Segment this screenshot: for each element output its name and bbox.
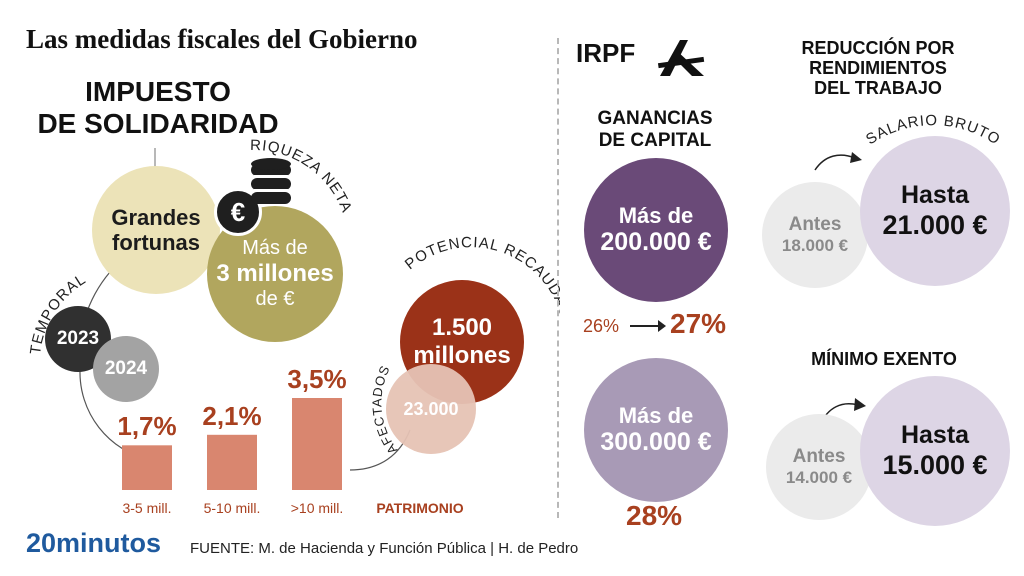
- bar-value-label-3: 3,5%: [287, 364, 347, 394]
- bar-category-label-1: 3-5 mill.: [122, 500, 172, 516]
- page-title: Las medidas fiscales del Gobierno: [26, 24, 418, 54]
- tramo2-line2: 300.000 €: [600, 428, 712, 457]
- recaudacion-line1: 1.500: [431, 314, 493, 342]
- bar-1: [122, 445, 172, 490]
- tramo1-before: 26%: [583, 316, 620, 336]
- minimo-hasta-circle: Hasta 15.000 €: [860, 376, 1010, 526]
- salario-bruto-arc: SALARIO BRUTO: [814, 112, 1002, 171]
- tramo2-line1: Más de: [618, 402, 694, 428]
- grandes-fortunas-line1: Grandes: [111, 204, 201, 230]
- section-divider: [557, 38, 559, 518]
- tramo1-line2: 200.000 €: [600, 228, 712, 257]
- coin-stack-icon: [251, 158, 291, 204]
- ganancias-line2: DE CAPITAL: [598, 130, 712, 151]
- ganancias-line1: GANANCIAS: [597, 108, 713, 129]
- reduccion-antes-label: Antes: [788, 214, 842, 236]
- reduccion-line2: RENDIMIENTOS: [809, 58, 947, 78]
- reduccion-line3: DEL TRABAJO: [814, 78, 942, 98]
- bar-value-label-2: 2,1%: [202, 400, 262, 431]
- tramo2-circle: Más de 300.000 €: [584, 358, 728, 502]
- grandes-fortunas-circle: Grandes fortunas: [92, 166, 220, 294]
- solidaridad-heading: IMPUESTO DE SOLIDARIDAD: [22, 76, 294, 140]
- bar-2: [207, 434, 257, 490]
- solidaridad-heading-line2: DE SOLIDARIDAD: [37, 108, 279, 139]
- patrimonio-bar-chart: [122, 398, 342, 490]
- tax-agency-logo-icon: [657, 40, 705, 76]
- bar-category-label-2: 5-10 mill.: [203, 500, 261, 516]
- reduccion-antes-circle: Antes 18.000 €: [762, 182, 868, 288]
- ganancias-heading: GANANCIAS DE CAPITAL: [580, 108, 730, 152]
- minimo-antes-circle: Antes 14.000 €: [766, 414, 872, 520]
- tramo1-circle: Más de 200.000 €: [584, 158, 728, 302]
- minimo-antes-value: 14.000 €: [785, 468, 853, 488]
- reduccion-hasta-value: 21.000 €: [882, 209, 988, 240]
- arrow-right-icon: [630, 320, 666, 332]
- tramo1-line1: Más de: [618, 202, 694, 228]
- reduccion-heading: REDUCCIÓN POR RENDIMIENTOS DEL TRABAJO: [778, 38, 978, 98]
- minimo-hasta-value: 15.000 €: [882, 449, 988, 480]
- year-2024: 2024: [104, 358, 148, 380]
- riqueza-line1: Más de: [242, 237, 308, 260]
- source-note: FUENTE: M. de Hacienda y Función Pública…: [190, 540, 579, 557]
- grandes-fortunas-line2: fortunas: [112, 230, 200, 255]
- reduccion-hasta-label: Hasta: [900, 181, 970, 210]
- year-2023: 2023: [56, 328, 100, 350]
- riqueza-line2: 3 millones: [216, 260, 334, 288]
- minimo-antes-label: Antes: [792, 446, 846, 468]
- year-2024-circle: 2024: [93, 336, 159, 402]
- irpf-label: IRPF: [576, 38, 636, 68]
- bar-value-label-1: 1,7%: [117, 411, 177, 442]
- bar-3: [292, 398, 342, 490]
- minimo-hasta-label: Hasta: [900, 421, 970, 450]
- tramo2-rate: 28%: [626, 500, 683, 531]
- reduccion-line1: REDUCCIÓN POR: [801, 38, 955, 58]
- afectados-value: 23.000: [403, 398, 459, 419]
- reduccion-antes-value: 18.000 €: [781, 236, 849, 256]
- brand-logo: 20minutos: [26, 528, 162, 558]
- reduccion-hasta-circle: Hasta 21.000 €: [860, 136, 1010, 286]
- euro-coin-icon: €: [214, 188, 262, 236]
- riqueza-line3: de €: [255, 287, 295, 310]
- minimo-heading: MÍNIMO EXENTO: [811, 349, 957, 369]
- patrimonio-label: PATRIMONIO: [376, 500, 464, 516]
- afectados-circle: 23.000: [386, 364, 476, 454]
- tramo1-after: 27%: [670, 308, 727, 339]
- solidaridad-heading-line1: IMPUESTO: [85, 76, 231, 107]
- bar-category-label-3: >10 mill.: [290, 500, 344, 516]
